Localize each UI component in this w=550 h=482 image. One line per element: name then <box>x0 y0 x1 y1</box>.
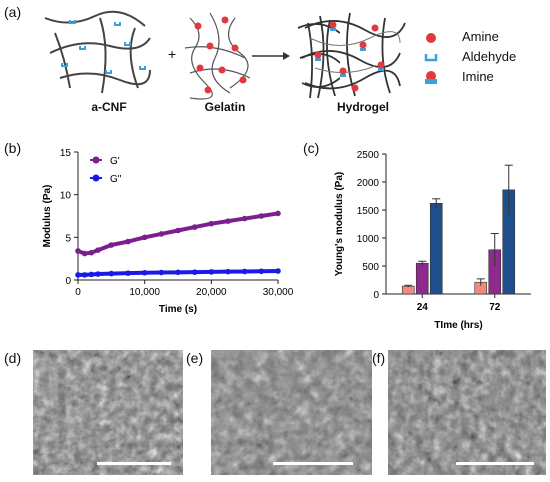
legend-item-aldehyde: Aldehyde <box>420 48 548 68</box>
youngs-modulus-chart: 0 500 1000 1500 2000 2500 24 72 TIme (hrs) Young'… <box>334 150 531 331</box>
sem-image-e <box>211 350 372 475</box>
data-point <box>141 269 148 276</box>
data-point <box>81 250 88 257</box>
data-point <box>191 269 198 275</box>
data-point <box>75 272 81 278</box>
y-axis-label: Young's modulus (Pa) <box>334 172 345 276</box>
data-point <box>275 268 281 274</box>
series-line <box>76 211 280 256</box>
x-tick-label: 10,000 <box>129 287 160 298</box>
sem-texture-d <box>33 350 183 475</box>
series-g-prime <box>75 210 281 257</box>
data-point <box>158 231 165 237</box>
label-hydrogel: Hydrogel <box>336 100 389 114</box>
data-point <box>241 215 248 222</box>
panel-label-e: (e) <box>186 350 204 366</box>
legend-item-imine: Imine <box>420 68 548 88</box>
data-point <box>225 218 231 224</box>
legend-label-aldehyde: Aldehyde <box>462 49 517 64</box>
sem-texture-f <box>388 350 546 475</box>
acnf-fibres <box>44 10 151 94</box>
y-tick-label: 2000 <box>357 178 380 189</box>
data-point <box>108 242 115 248</box>
data-point <box>258 268 265 275</box>
amine-icon <box>426 33 436 43</box>
scheme-legend: Amine Aldehyde Imine <box>420 28 548 88</box>
legend-label: G" <box>110 174 122 185</box>
x-tick-label: 0 <box>75 287 81 298</box>
x-tick-label: 20,000 <box>196 287 227 298</box>
data-point <box>141 234 148 241</box>
data-point <box>175 269 181 276</box>
panel-label-c: (c) <box>303 140 320 156</box>
y-tick-label: 2500 <box>357 150 380 161</box>
data-point <box>125 270 131 276</box>
label-acnf: a-CNF <box>91 100 127 114</box>
x-tick-label: 72 <box>489 302 501 313</box>
scheme-illustration <box>44 10 340 100</box>
y-tick-label: 500 <box>362 262 379 273</box>
y-axis-label: Modulus (Pa) <box>42 185 53 248</box>
data-point <box>175 227 181 234</box>
panel-label-b: (b) <box>4 140 22 156</box>
data-point <box>241 268 248 275</box>
data-point <box>88 271 95 278</box>
plus-sign: + <box>168 46 177 62</box>
x-tick-label: 24 <box>417 302 429 313</box>
data-point <box>158 269 165 276</box>
x-axis-label: Time (s) <box>159 304 197 315</box>
bar <box>429 202 443 295</box>
data-point <box>275 210 281 217</box>
panel-label-d: (d) <box>4 350 22 366</box>
amine-dots <box>194 16 247 94</box>
aldehyde-markers <box>61 20 146 74</box>
legend-label-amine: Amine <box>462 29 499 44</box>
panel-label-f: (f) <box>372 350 386 366</box>
data-point <box>108 270 115 277</box>
bar <box>401 285 415 295</box>
data-point <box>191 224 198 230</box>
data-point <box>95 271 101 277</box>
data-point <box>81 272 88 278</box>
scale-bar-d <box>97 462 171 465</box>
y-tick-label: 0 <box>373 290 379 301</box>
data-point <box>225 268 231 275</box>
label-gelatin: Gelatin <box>204 100 246 114</box>
y-tick-label: 1500 <box>357 206 380 217</box>
scale-bar-e <box>273 462 353 465</box>
imine-icon <box>425 71 437 84</box>
data-point <box>95 247 101 253</box>
legend-label-imine: Imine <box>462 69 494 84</box>
data-point <box>88 249 95 256</box>
data-point <box>208 220 215 227</box>
series-g-double-prime <box>75 268 281 278</box>
panel-label-a: (a) <box>4 4 22 20</box>
reaction-arrow <box>252 52 290 60</box>
sem-texture-e <box>211 350 372 475</box>
hydrogel-illustration <box>301 12 406 99</box>
bar <box>415 262 429 295</box>
data-point <box>258 213 265 219</box>
sem-image-d <box>33 350 183 475</box>
y-tick-label: 15 <box>60 148 72 159</box>
x-axis-label: TIme (hrs) <box>434 320 482 331</box>
data-point <box>75 248 81 254</box>
sem-image-f <box>388 350 546 475</box>
y-tick-label: 10 <box>60 191 72 202</box>
rheology-chart: 0 5 10 15 0 10,000 20,000 30,000 Time (s) Modulus… <box>42 148 294 315</box>
x-tick-label: 30,000 <box>263 287 294 298</box>
y-tick-label: 0 <box>65 276 71 287</box>
scale-bar-f <box>456 462 534 465</box>
legend-item-amine: Amine <box>420 28 548 48</box>
y-tick-label: 5 <box>65 233 71 244</box>
data-point <box>208 269 215 275</box>
data-point <box>125 238 131 245</box>
aldehyde-icon <box>424 54 438 62</box>
y-tick-label: 1000 <box>357 234 380 245</box>
legend-label: G' <box>110 156 120 167</box>
